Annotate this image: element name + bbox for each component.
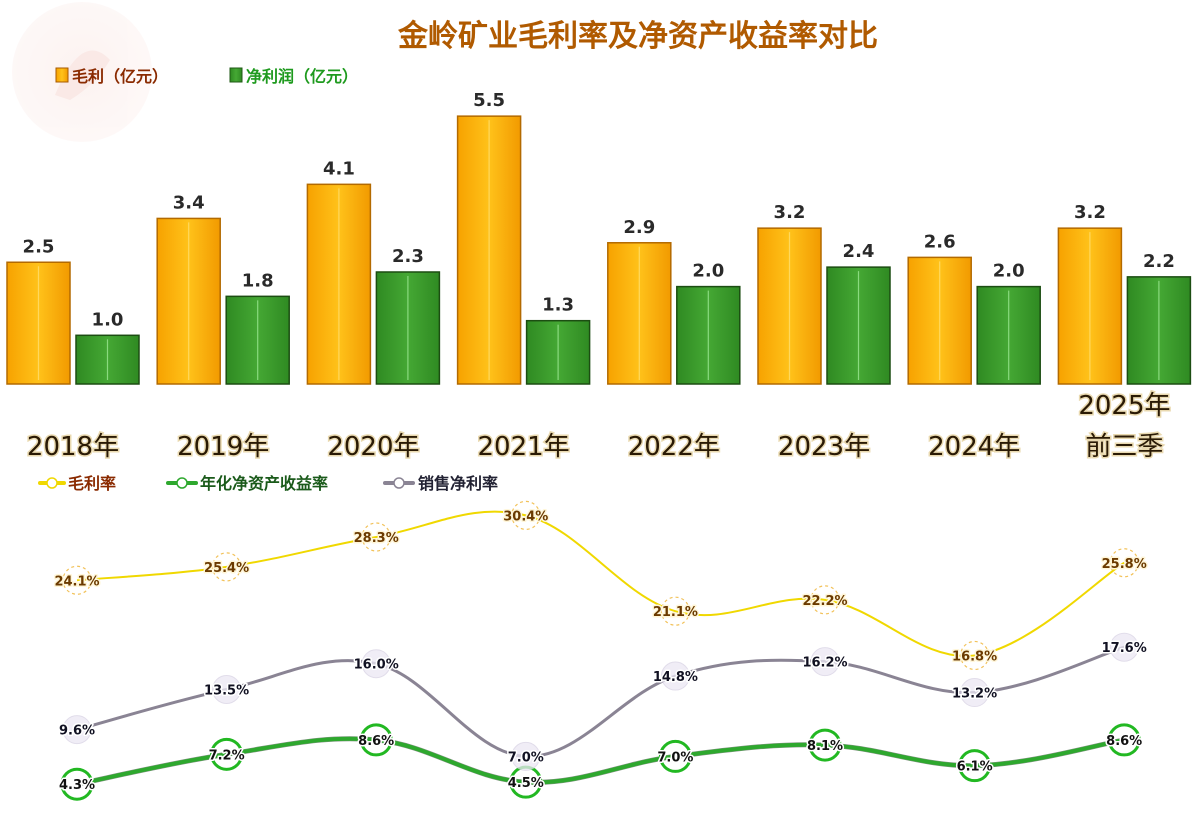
gross-profit-label-0: 2.5 [23, 236, 55, 257]
year-label-7-line2: 前三季 [1085, 432, 1163, 462]
net-profit-label-4: 2.0 [692, 261, 724, 282]
line-legend: 毛利率 年化净资产收益率 销售净利率 [38, 474, 498, 493]
net-margin-point-3 [511, 741, 541, 771]
net-profit-label-1: 1.8 [242, 270, 274, 291]
gross-profit-label-2: 4.1 [323, 158, 355, 179]
roe-label-5: 8.1% [807, 739, 843, 754]
roe-label-4: 7.0% [657, 750, 693, 765]
gross-margin-point-4 [660, 596, 691, 626]
gross-margin-label-2: 28.3% [354, 531, 399, 546]
net-margin-line [76, 645, 1125, 758]
gross-profit-label-5: 3.2 [774, 202, 806, 223]
gross-margin-label-1: 25.4% [204, 561, 249, 576]
gross-profit-label-6: 2.6 [924, 231, 956, 252]
net-margin-point-4 [660, 661, 690, 691]
roe-point-0 [60, 767, 94, 801]
bar-legend: 毛利（亿元） 净利润（亿元） [55, 67, 358, 86]
legend-swatch-gross-profit [55, 67, 69, 83]
gross-margin-point-1 [212, 552, 242, 582]
gross-margin-label-3: 30.4% [503, 509, 548, 524]
legend-label-roe: 年化净资产收益率 [200, 474, 328, 493]
net-margin-point-2 [361, 649, 391, 679]
roe-point-6 [958, 749, 992, 783]
gross-profit-label-7: 3.2 [1074, 202, 1106, 223]
gross-profit-label-3: 5.5 [473, 90, 505, 111]
year-label-6: 2024年 [928, 432, 1020, 462]
gross-profit-label-1: 3.4 [173, 192, 205, 213]
roe-point-4 [658, 739, 692, 773]
gross-margin-point-2 [361, 522, 391, 552]
gross-margin-label-6: 16.8% [952, 649, 997, 664]
legend-label-gross-margin: 毛利率 [68, 474, 116, 493]
net-margin-point-5 [810, 647, 840, 677]
net-profit-label-0: 1.0 [92, 309, 124, 330]
roe-point-1 [210, 737, 244, 771]
legend-marker-gross-margin [46, 477, 58, 489]
gross-margin-point-7 [1109, 548, 1139, 578]
roe-line [76, 736, 1125, 787]
category-axis: 2018年 2019年 2020年 2021年 2022年 2023年 2024年 2025年… [25, 390, 1172, 464]
roe-label-1: 7.2% [209, 748, 245, 763]
gross-margin-label-4: 21.1% [653, 605, 698, 620]
net-margin-point-1 [212, 674, 242, 704]
net-margin-label-5: 16.2% [802, 656, 847, 671]
roe-label-0: 4.3% [59, 778, 95, 793]
roe-label-2: 8.6% [358, 734, 394, 749]
roe-point-2 [359, 723, 393, 757]
year-label-4: 2022年 [628, 432, 720, 462]
net-profit-label-6: 2.0 [993, 261, 1025, 282]
line-chart: 24.1% 25.4% 28.3% 30.4% 21.1% 22.2% 16.8% 25.8%… [53, 500, 1148, 801]
year-label-2: 2020年 [327, 432, 419, 462]
gross-margin-point-0 [62, 565, 92, 595]
roe-point-5 [808, 728, 842, 762]
net-margin-point-0 [62, 715, 92, 745]
roe-label-7: 8.6% [1106, 734, 1142, 749]
year-label-5: 2023年 [778, 432, 870, 462]
year-label-0: 2018年 [27, 432, 119, 462]
year-label-3: 2021年 [478, 432, 570, 462]
year-label-1: 2019年 [177, 432, 269, 462]
net-margin-point-7 [1109, 632, 1139, 662]
gross-margin-label-5: 22.2% [802, 594, 847, 609]
gross-margin-point-3 [511, 500, 541, 530]
net-margin-label-2: 16.0% [354, 658, 399, 673]
roe-point-7 [1107, 723, 1141, 757]
net-margin-label-6: 13.2% [952, 687, 997, 702]
net-profit-label-3: 1.3 [542, 295, 574, 316]
net-profit-label-7: 2.2 [1143, 251, 1175, 272]
chart-title: 金岭矿业毛利率及净资产收益率对比 [397, 19, 878, 54]
gross-margin-point-5 [810, 585, 840, 615]
legend-label-net-margin: 销售净利率 [418, 474, 498, 493]
watermark-logo [12, 2, 152, 142]
gross-margin-line [76, 510, 1125, 657]
net-margin-label-1: 13.5% [204, 683, 249, 698]
legend-label-net-profit: 净利润（亿元） [246, 67, 358, 86]
net-margin-point-6 [960, 678, 990, 708]
legend-marker-roe [176, 477, 188, 489]
net-profit-label-2: 2.3 [392, 246, 424, 267]
roe-label-3: 4.5% [508, 776, 544, 791]
net-margin-label-3: 7.0% [508, 750, 544, 765]
net-profit-label-5: 2.4 [843, 241, 875, 262]
legend-swatch-net-profit [229, 67, 243, 83]
legend-marker-net-margin [393, 477, 405, 489]
gross-margin-label-7: 25.8% [1102, 557, 1147, 572]
net-margin-label-0: 9.6% [59, 724, 95, 739]
legend-label-gross-profit: 毛利（亿元） [72, 67, 168, 86]
bar-chart: 2.5 1.0 3.4 1.8 4.1 2.3 5.5 1.3 2.9 2.0 3.2 2.4 2.6 2… [6, 90, 1192, 385]
year-label-7-line1: 2025年 [1078, 391, 1170, 421]
gross-margin-point-6 [959, 640, 990, 671]
net-margin-label-4: 14.8% [653, 670, 698, 685]
net-margin-label-7: 17.6% [1102, 641, 1147, 656]
gross-profit-label-4: 2.9 [623, 217, 655, 238]
roe-label-6: 6.1% [957, 760, 993, 775]
gross-margin-label-0: 24.1% [54, 574, 99, 589]
